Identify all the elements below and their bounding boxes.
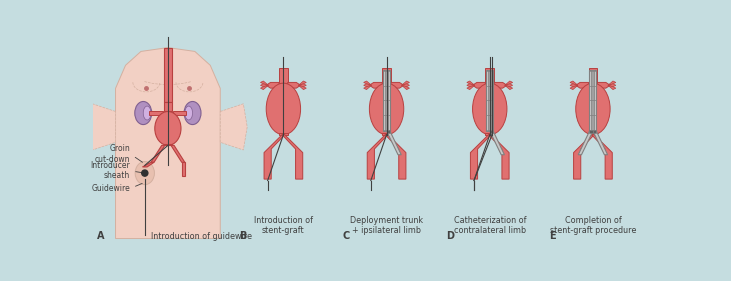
Polygon shape [401,84,409,87]
Polygon shape [593,131,607,155]
Polygon shape [574,135,594,179]
Polygon shape [485,68,494,83]
Polygon shape [588,133,597,135]
Polygon shape [576,82,588,88]
Polygon shape [608,85,616,90]
Polygon shape [385,69,388,131]
Polygon shape [597,82,610,88]
Ellipse shape [266,83,300,135]
Polygon shape [588,68,597,83]
Ellipse shape [135,162,154,185]
Polygon shape [279,133,288,135]
Ellipse shape [155,112,181,145]
Polygon shape [369,82,382,88]
Polygon shape [171,145,185,162]
Polygon shape [260,84,268,87]
Polygon shape [578,131,593,155]
Polygon shape [164,48,172,102]
Polygon shape [282,135,303,179]
Polygon shape [570,81,578,85]
Polygon shape [382,133,391,135]
Polygon shape [164,102,172,112]
Polygon shape [401,81,409,85]
Text: Guidewire: Guidewire [91,183,143,193]
Polygon shape [143,162,154,167]
Polygon shape [383,69,390,131]
Circle shape [142,170,148,176]
Ellipse shape [472,83,507,135]
Polygon shape [505,85,512,90]
Polygon shape [115,47,220,239]
Ellipse shape [576,83,610,135]
Polygon shape [298,84,306,87]
Polygon shape [401,85,409,90]
Polygon shape [164,144,172,145]
Polygon shape [471,135,491,179]
Polygon shape [391,82,404,88]
Polygon shape [298,81,306,85]
Polygon shape [505,81,512,85]
Polygon shape [570,84,578,87]
Polygon shape [367,135,388,179]
Polygon shape [490,130,493,133]
Ellipse shape [369,83,404,135]
Polygon shape [488,69,491,131]
Polygon shape [467,84,474,87]
Text: B: B [240,231,247,241]
Polygon shape [264,135,284,179]
Polygon shape [486,69,493,131]
Polygon shape [363,85,371,90]
Polygon shape [593,130,596,133]
Polygon shape [149,111,163,115]
Polygon shape [467,85,474,90]
Ellipse shape [135,101,152,124]
Polygon shape [591,135,613,179]
Polygon shape [387,130,390,133]
Ellipse shape [185,106,192,120]
Polygon shape [494,82,507,88]
Polygon shape [288,82,300,88]
Polygon shape [363,81,371,85]
Polygon shape [382,68,391,83]
Polygon shape [298,85,306,90]
Text: Deployment trunk
+ ipsilateral limb: Deployment trunk + ipsilateral limb [350,216,423,235]
Polygon shape [570,85,578,90]
Polygon shape [173,111,186,115]
Polygon shape [260,85,268,90]
Polygon shape [467,81,474,85]
Polygon shape [608,81,616,85]
Polygon shape [266,82,279,88]
Polygon shape [485,133,494,135]
Polygon shape [220,104,247,150]
Text: Introduction of
stent-graft: Introduction of stent-graft [254,216,313,235]
Polygon shape [490,131,504,155]
Polygon shape [505,84,512,87]
Text: Completion of
stent-graft procedure: Completion of stent-graft procedure [550,216,636,235]
Polygon shape [151,145,164,162]
Text: E: E [549,231,556,241]
Polygon shape [589,69,596,131]
Text: C: C [343,231,350,241]
Text: Introduction of guidewire: Introduction of guidewire [151,232,251,241]
Polygon shape [385,135,406,179]
Polygon shape [472,82,485,88]
Polygon shape [260,81,268,85]
Polygon shape [608,84,616,87]
Text: Groin
cut-down: Groin cut-down [94,144,143,164]
Ellipse shape [184,101,201,124]
Polygon shape [591,69,594,131]
Text: D: D [446,231,454,241]
Text: A: A [97,231,105,241]
Polygon shape [88,104,115,150]
Polygon shape [363,84,371,87]
Polygon shape [488,135,509,179]
Polygon shape [387,131,401,155]
Polygon shape [279,68,288,83]
Polygon shape [182,162,185,176]
Text: Introducer
sheath: Introducer sheath [91,161,142,180]
Text: Catheterization of
contralateral limb: Catheterization of contralateral limb [453,216,526,235]
Polygon shape [589,130,593,133]
Ellipse shape [143,106,151,120]
